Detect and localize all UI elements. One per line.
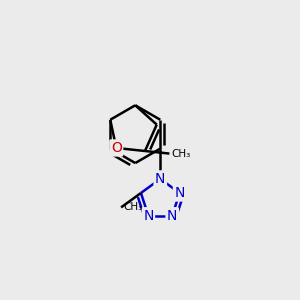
- Text: O: O: [111, 141, 122, 155]
- Text: CH₃: CH₃: [124, 202, 143, 212]
- Text: N: N: [167, 209, 177, 223]
- Text: N: N: [155, 172, 166, 186]
- Text: N: N: [143, 209, 154, 223]
- Text: CH₃: CH₃: [172, 148, 191, 159]
- Text: N: N: [174, 186, 185, 200]
